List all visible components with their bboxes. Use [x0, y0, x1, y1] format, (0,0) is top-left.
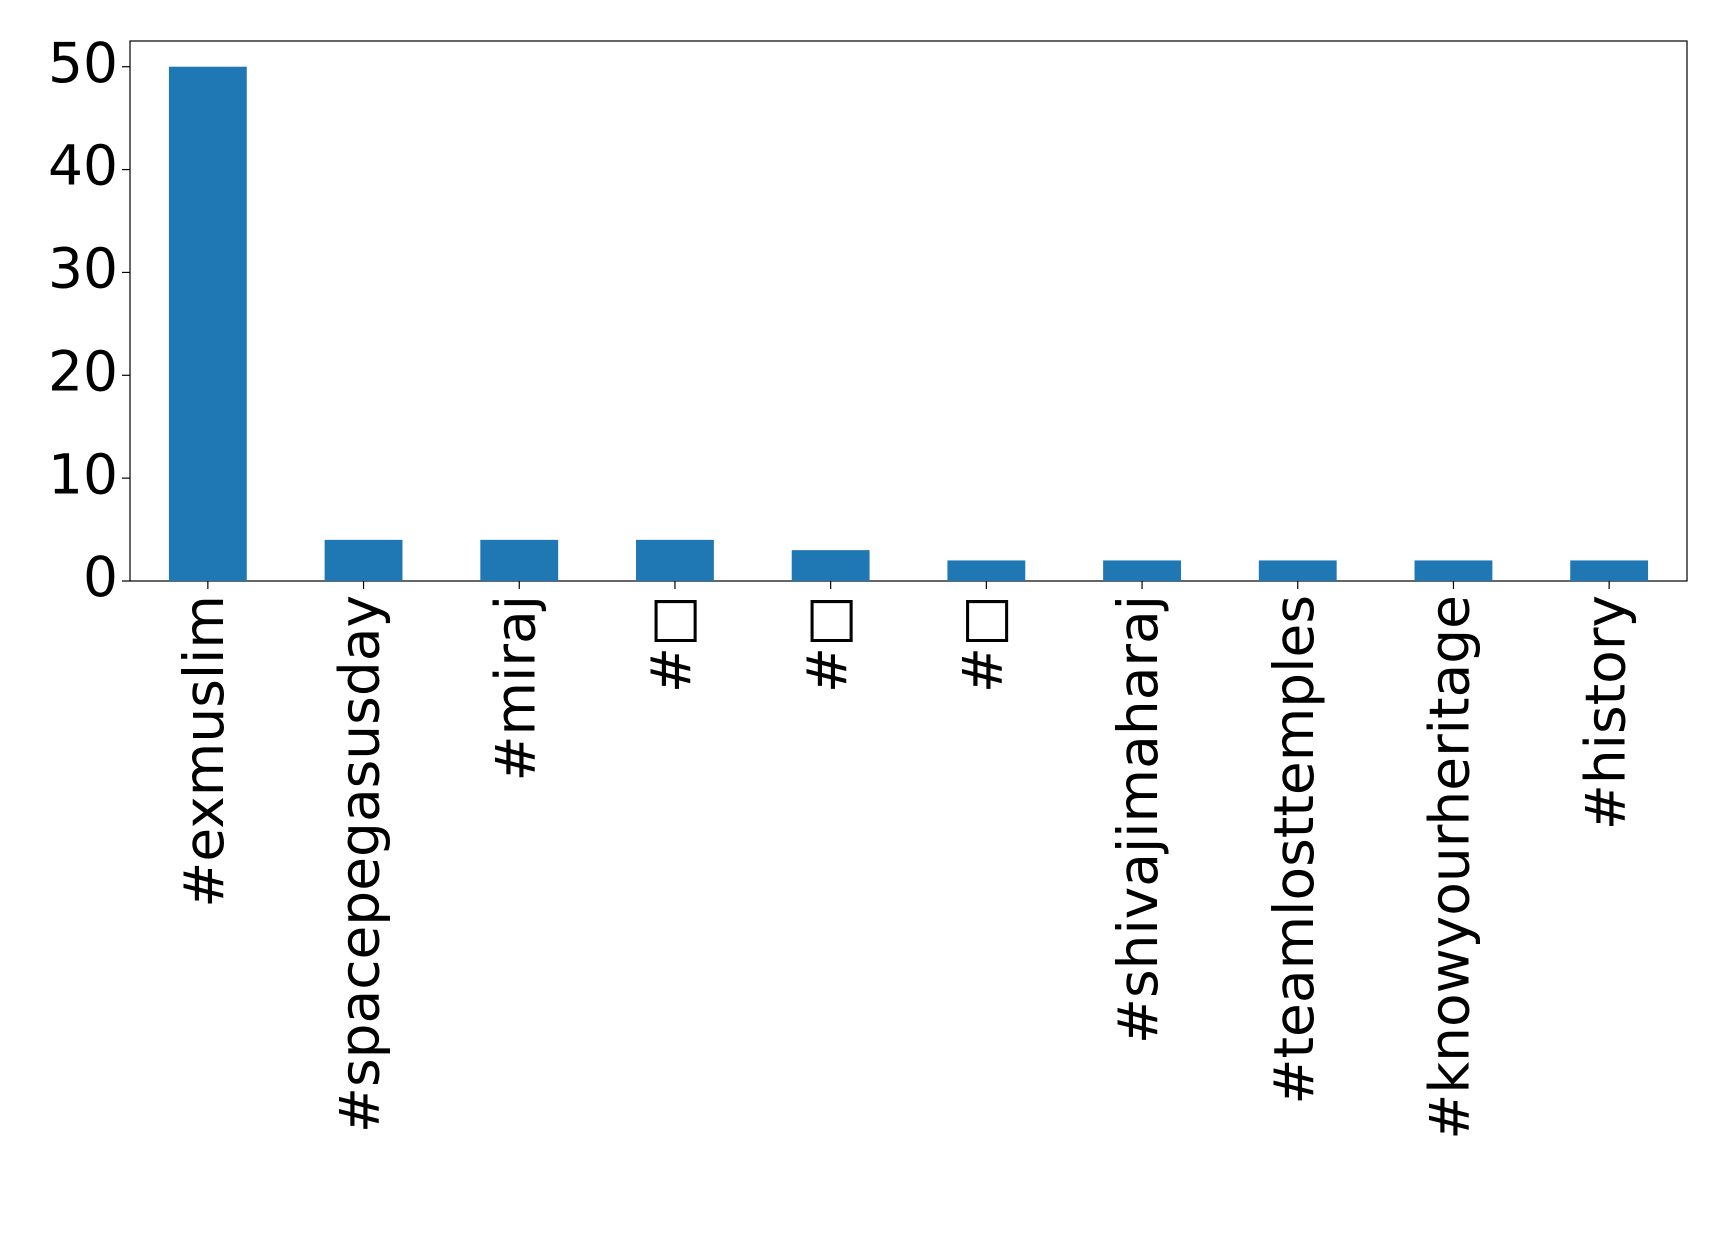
- bar: [324, 539, 403, 581]
- y-tick-label: 30: [48, 237, 118, 301]
- plot-frame: [129, 40, 1688, 582]
- x-tick-label: #□: [950, 595, 1014, 693]
- y-tick-label: 10: [48, 442, 118, 506]
- bar: [1103, 560, 1181, 581]
- y-tick-label: 40: [48, 134, 118, 198]
- bar: [480, 539, 559, 581]
- bar: [791, 550, 870, 581]
- bar: [636, 539, 714, 581]
- x-tick-label: #exmuslim: [172, 595, 236, 908]
- x-tick-label: #shivajimaharaj: [1106, 595, 1170, 1044]
- x-tick-label: #teamlosttemples: [1262, 595, 1326, 1105]
- bar: [168, 66, 247, 581]
- bar: [1258, 560, 1337, 581]
- x-tick-label: #□: [639, 595, 703, 693]
- bar: [947, 560, 1026, 581]
- x-tick-label: #history: [1573, 595, 1637, 830]
- y-tick-label: 50: [48, 31, 118, 95]
- bar: [1570, 560, 1649, 581]
- x-tick-label: #spacepegasusday: [328, 595, 392, 1133]
- x-tick-label: #□: [795, 595, 859, 693]
- y-tick-label: 0: [83, 545, 118, 609]
- bar: [1414, 560, 1493, 581]
- y-tick-label: 20: [48, 339, 118, 403]
- x-tick-label: #miraj: [483, 595, 547, 782]
- x-tick-label: #knowyourheritage: [1418, 595, 1482, 1140]
